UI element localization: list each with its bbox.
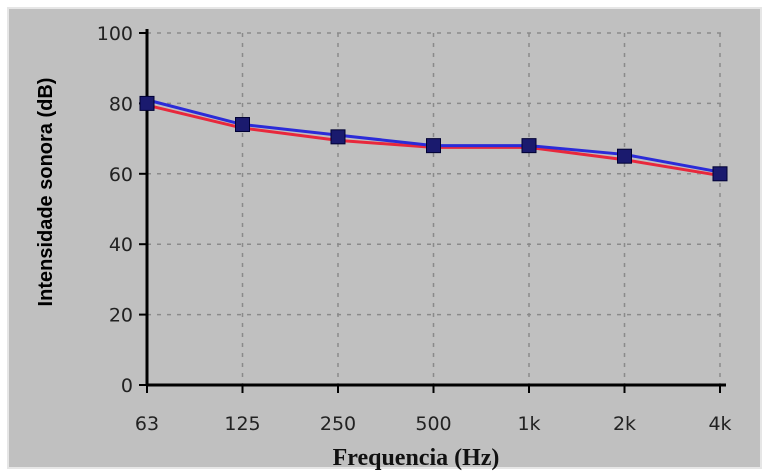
x-tick-label: 500 bbox=[415, 413, 451, 435]
y-tick-label: 60 bbox=[109, 164, 133, 186]
x-tick-label: 63 bbox=[135, 413, 159, 435]
data-point-marker bbox=[330, 129, 346, 145]
data-point-marker bbox=[139, 95, 155, 111]
y-tick-labels: 0 20 40 60 80 100 bbox=[97, 23, 133, 397]
grid bbox=[147, 32, 726, 385]
x-axis-label: Frequencia (Hz) bbox=[333, 445, 500, 471]
axes bbox=[139, 29, 726, 393]
x-tick-label: 125 bbox=[224, 413, 260, 435]
data-point-marker bbox=[617, 148, 632, 164]
data-point-marker bbox=[712, 166, 728, 182]
x-tick-label: 2k bbox=[613, 413, 636, 435]
data-point-marker bbox=[235, 117, 250, 133]
x-tick-label: 250 bbox=[320, 413, 356, 435]
y-tick-label: 40 bbox=[109, 234, 133, 256]
y-tick-label: 80 bbox=[109, 93, 133, 115]
data-point-marker bbox=[521, 138, 537, 154]
x-tick-label: 4k bbox=[708, 413, 731, 435]
data-markers bbox=[139, 95, 728, 182]
data-point-marker bbox=[426, 138, 441, 154]
y-tick-label: 20 bbox=[109, 305, 133, 327]
x-tick-label: 1k bbox=[517, 413, 540, 435]
y-tick-label: 100 bbox=[97, 23, 133, 45]
y-tick-label: 0 bbox=[121, 375, 133, 397]
x-tick-labels: 63 125 250 500 1k 2k 4k bbox=[135, 413, 732, 435]
chart-frame bbox=[7, 7, 762, 469]
y-axis-label: Intensidade sonora (dB) bbox=[35, 78, 57, 307]
